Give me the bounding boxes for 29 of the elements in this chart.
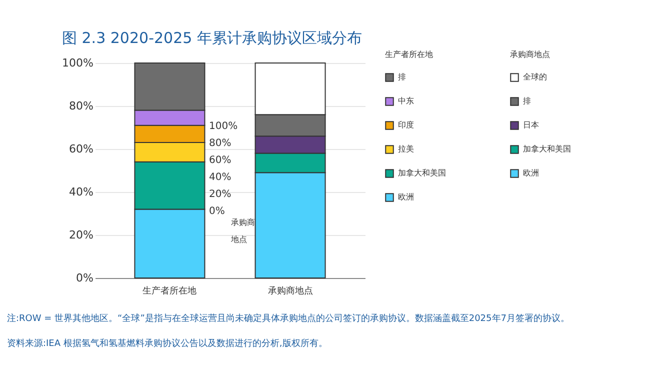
annotation: 100% bbox=[209, 121, 238, 132]
legend-label: 加拿大和美国 bbox=[398, 168, 446, 178]
y-tick-label: 0% bbox=[76, 272, 94, 284]
category-label: 承购商地点 bbox=[510, 50, 550, 59]
legend-label: 排 bbox=[523, 96, 531, 106]
category-label: 生产者所在地 bbox=[385, 50, 433, 59]
legend-label: 排 bbox=[398, 72, 406, 82]
legend-label: 印度 bbox=[398, 120, 414, 130]
annotation: 0% bbox=[209, 206, 225, 217]
legend-label: 加拿大和美国 bbox=[523, 144, 571, 154]
annotation: 20% bbox=[209, 189, 232, 200]
chart-title: 图 2.3 2020-2025 年累计承购协议区域分布 bbox=[62, 29, 362, 47]
annotation: 60% bbox=[209, 155, 232, 166]
annotation: 80% bbox=[209, 138, 232, 149]
text: 注:ROW = 世界其他地区。“全球”是指与在全球运营且尚未确定具体承购地点的公司签订的承购协议。数据涵盖截至2025年7月签署的协议。 bbox=[7, 313, 570, 324]
legend-label: 中东 bbox=[398, 96, 414, 106]
legend-label: 欧洲 bbox=[398, 192, 414, 202]
y-tick-label: 100% bbox=[62, 56, 94, 70]
legend-label: 拉美 bbox=[398, 144, 414, 154]
legend-label: 欧洲 bbox=[523, 168, 539, 178]
y-tick-label: 40% bbox=[69, 186, 94, 198]
annotation: 承购商地点 bbox=[230, 218, 255, 244]
y-tick-label: 60% bbox=[69, 142, 94, 156]
text: 资料来源:IEA 根据氢气和氢基燃料承购协议公告以及数据进行的分析,版权所有。 bbox=[7, 338, 328, 349]
y-tick-label: 20% bbox=[69, 228, 94, 242]
y-tick-label: 80% bbox=[69, 100, 94, 112]
legend-label: 日本 bbox=[523, 120, 539, 130]
annotation: 40% bbox=[209, 172, 232, 183]
legend-label: 全球的 bbox=[523, 72, 547, 82]
